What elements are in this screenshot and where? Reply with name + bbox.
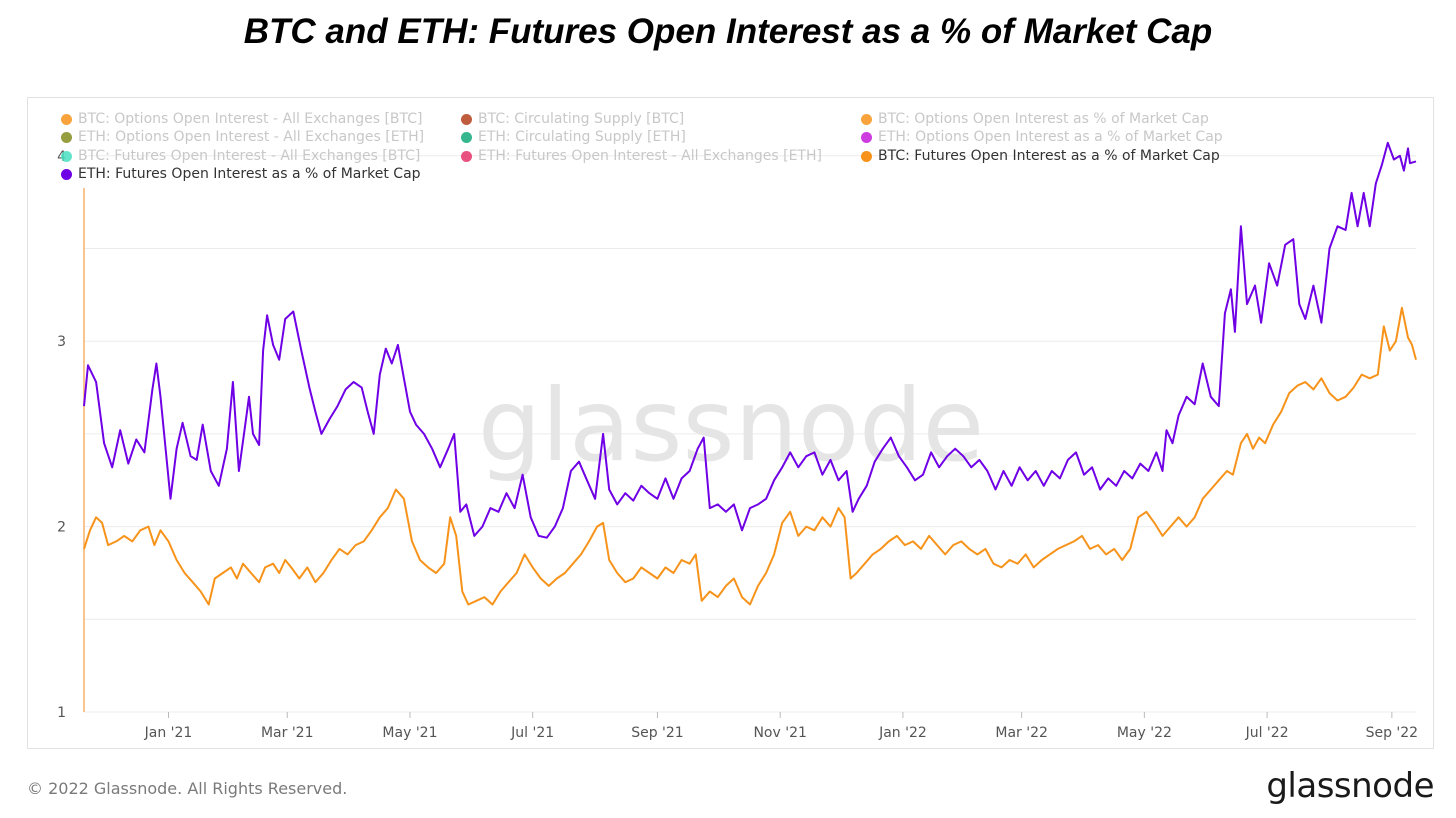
legend-swatch <box>461 150 472 162</box>
x-tick-label: Jul '21 <box>510 725 554 741</box>
x-tick-label: Sep '21 <box>631 725 684 741</box>
legend-item[interactable]: ETH: Futures Open Interest - All Exchang… <box>461 147 822 165</box>
x-tick-label: Nov '21 <box>753 725 806 741</box>
x-tick-label: May '22 <box>1117 725 1172 741</box>
x-tick-label: Sep '22 <box>1366 725 1419 741</box>
legend-item[interactable]: ETH: Options Open Interest - All Exchang… <box>61 128 424 146</box>
x-axis: Jan '21 Mar '21 May '21 Jul '21 Sep '21 Nov '… <box>83 188 1419 741</box>
legend-label: ETH: Options Open Interest as a % of Mar… <box>878 129 1223 146</box>
y-axis: 1234 <box>57 149 66 721</box>
legend-swatch <box>61 132 72 144</box>
legend-swatch <box>61 113 72 125</box>
legend-swatch <box>861 113 872 125</box>
legend-swatch <box>861 150 872 162</box>
series-lines <box>83 141 1417 606</box>
chart-title: BTC and ETH: Futures Open Interest as a … <box>243 12 1213 51</box>
legend-swatch <box>61 168 72 180</box>
legend-swatch <box>861 132 872 144</box>
legend-item[interactable]: BTC: Futures Open Interest - All Exchang… <box>61 147 420 165</box>
legend-item[interactable]: ETH: Circulating Supply [ETH] <box>461 128 686 146</box>
y-tick-label: 3 <box>57 334 66 350</box>
legend-item[interactable]: BTC: Circulating Supply [BTC] <box>461 110 684 128</box>
legend-item[interactable]: ETH: Options Open Interest as a % of Mar… <box>861 128 1223 146</box>
chart-frame <box>27 97 1434 749</box>
x-tick-label: Jan '21 <box>144 725 193 741</box>
glassnode-logo[interactable]: glassnode <box>1266 766 1434 806</box>
x-tick-label: Jan '22 <box>878 725 927 741</box>
series-line[interactable] <box>83 306 1417 606</box>
y-tick-label: 1 <box>57 705 66 721</box>
legend-label: ETH: Futures Open Interest as a % of Mar… <box>78 166 421 183</box>
legend-item[interactable]: BTC: Options Open Interest - All Exchang… <box>61 110 422 128</box>
legend-swatch <box>461 132 472 144</box>
legend-item[interactable]: BTC: Options Open Interest as % of Marke… <box>861 110 1209 128</box>
legend-label: ETH: Futures Open Interest - All Exchang… <box>478 147 822 164</box>
legend-item[interactable]: BTC: Futures Open Interest as a % of Mar… <box>861 147 1220 165</box>
legend-swatch <box>461 113 472 125</box>
legend-label: BTC: Futures Open Interest - All Exchang… <box>78 147 421 164</box>
grid-lines <box>84 155 1416 713</box>
legend-swatch <box>61 150 72 162</box>
y-tick-label: 2 <box>57 520 66 536</box>
x-tick-label: Mar '22 <box>995 725 1048 741</box>
legend-label: BTC: Circulating Supply [BTC] <box>478 111 685 127</box>
x-tick-label: May '21 <box>382 725 437 741</box>
legend-item[interactable]: ETH: Futures Open Interest as a % of Mar… <box>61 165 421 183</box>
legend-label: BTC: Options Open Interest - All Exchang… <box>78 111 423 127</box>
copyright-text: © 2022 Glassnode. All Rights Reserved. <box>27 779 348 798</box>
watermark: glassnode <box>478 367 984 484</box>
legend-label: BTC: Options Open Interest as % of Marke… <box>878 111 1209 127</box>
legend-label: ETH: Options Open Interest - All Exchang… <box>78 129 425 146</box>
legend-label: ETH: Circulating Supply [ETH] <box>478 129 686 146</box>
x-tick-label: Mar '21 <box>261 725 314 741</box>
legend-label: BTC: Futures Open Interest as a % of Mar… <box>878 147 1220 164</box>
x-tick-label: Jul '22 <box>1245 725 1289 741</box>
series-line[interactable] <box>83 141 1417 539</box>
